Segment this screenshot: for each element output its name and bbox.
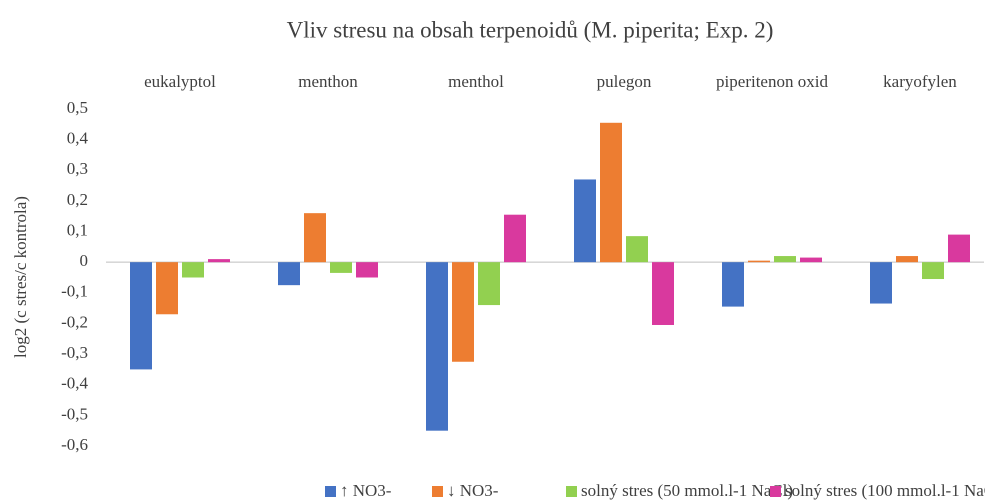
bar [870, 262, 892, 304]
category-label: piperitenon oxid [716, 72, 828, 91]
bar [722, 262, 744, 307]
legend-swatch [432, 486, 443, 497]
legend-swatch [325, 486, 336, 497]
bar [452, 262, 474, 362]
legend-swatch [770, 486, 781, 497]
bar [626, 236, 648, 263]
bar [896, 256, 918, 263]
category-label: pulegon [597, 72, 652, 91]
bar [948, 234, 970, 263]
y-tick-label: -0,1 [61, 282, 88, 301]
y-tick-label: 0,5 [67, 98, 88, 117]
bar [278, 262, 300, 286]
bar [600, 122, 622, 263]
y-tick-label: -0,2 [61, 312, 88, 331]
bar [208, 259, 230, 263]
y-tick-label: 0,1 [67, 220, 88, 239]
bar [478, 262, 500, 306]
bar [130, 262, 152, 370]
category-label: karyofylen [883, 72, 957, 91]
y-tick-label: -0,4 [61, 374, 88, 393]
bar [304, 213, 326, 263]
bar [652, 262, 674, 325]
bar [574, 179, 596, 263]
legend-label: ↑ NO3- [340, 481, 392, 500]
legend-label: ↓ NO3- [447, 481, 499, 500]
y-tick-label: 0,2 [67, 190, 88, 209]
category-label: eukalyptol [144, 72, 216, 91]
y-tick-label: 0,3 [67, 159, 88, 178]
bar [774, 256, 796, 263]
bar [426, 262, 448, 431]
bar [356, 262, 378, 278]
category-label: menthol [448, 72, 504, 91]
bar [748, 260, 770, 263]
y-tick-label: 0,4 [67, 129, 89, 148]
bar [504, 214, 526, 263]
bar [330, 262, 352, 273]
category-label: menthon [298, 72, 358, 91]
y-tick-label: -0,5 [61, 404, 88, 423]
legend-swatch [566, 486, 577, 497]
bar [922, 262, 944, 280]
bar [182, 262, 204, 278]
bar [800, 257, 822, 263]
bar [156, 262, 178, 315]
chart-title: Vliv stresu na obsah terpenoidů (M. pipe… [287, 17, 774, 42]
y-tick-label: -0,6 [61, 435, 88, 454]
y-tick-label: 0 [80, 251, 89, 270]
y-axis-label: log2 (c stres/c kontrola) [11, 196, 30, 358]
legend-label: solný stres (50 mmol.l-1 NaCl) [581, 481, 793, 500]
legend-label: solný stres (100 mmol.l-1 NaCl) [785, 481, 985, 500]
y-tick-label: -0,3 [61, 343, 88, 362]
